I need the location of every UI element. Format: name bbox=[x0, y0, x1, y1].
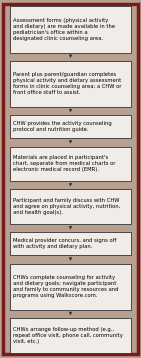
Text: Parent plus parent/guardian completes
physical activity and dietary assessment
f: Parent plus parent/guardian completes ph… bbox=[13, 72, 121, 95]
FancyBboxPatch shape bbox=[10, 61, 131, 107]
FancyBboxPatch shape bbox=[10, 318, 131, 353]
Text: CHWs complete counseling for activity
and dietary goals; navigate participant
an: CHWs complete counseling for activity an… bbox=[13, 275, 118, 298]
FancyBboxPatch shape bbox=[10, 264, 131, 310]
FancyBboxPatch shape bbox=[10, 115, 131, 138]
Text: CHWs arrange follow-up method (e.g.,
repeat office visit, phone call, community
: CHWs arrange follow-up method (e.g., rep… bbox=[13, 327, 123, 344]
Text: Medical provider concurs, and signs off
with activity and dietary plan.: Medical provider concurs, and signs off … bbox=[13, 238, 116, 250]
Text: Participant and family discuss with CHW
and agree on physical activity, nutritio: Participant and family discuss with CHW … bbox=[13, 198, 120, 215]
Text: Materials are placed in participant's
chart, separate from medical charts or
ele: Materials are placed in participant's ch… bbox=[13, 155, 115, 172]
FancyBboxPatch shape bbox=[10, 6, 131, 53]
FancyBboxPatch shape bbox=[10, 232, 131, 255]
FancyBboxPatch shape bbox=[10, 146, 131, 181]
FancyBboxPatch shape bbox=[3, 4, 138, 354]
Text: CHW provides the activity counseling
protocol and nutrition guide.: CHW provides the activity counseling pro… bbox=[13, 121, 111, 132]
FancyBboxPatch shape bbox=[10, 189, 131, 224]
Text: Assessment forms (physical activity
and dietary) are made available in the
pedia: Assessment forms (physical activity and … bbox=[13, 18, 115, 41]
